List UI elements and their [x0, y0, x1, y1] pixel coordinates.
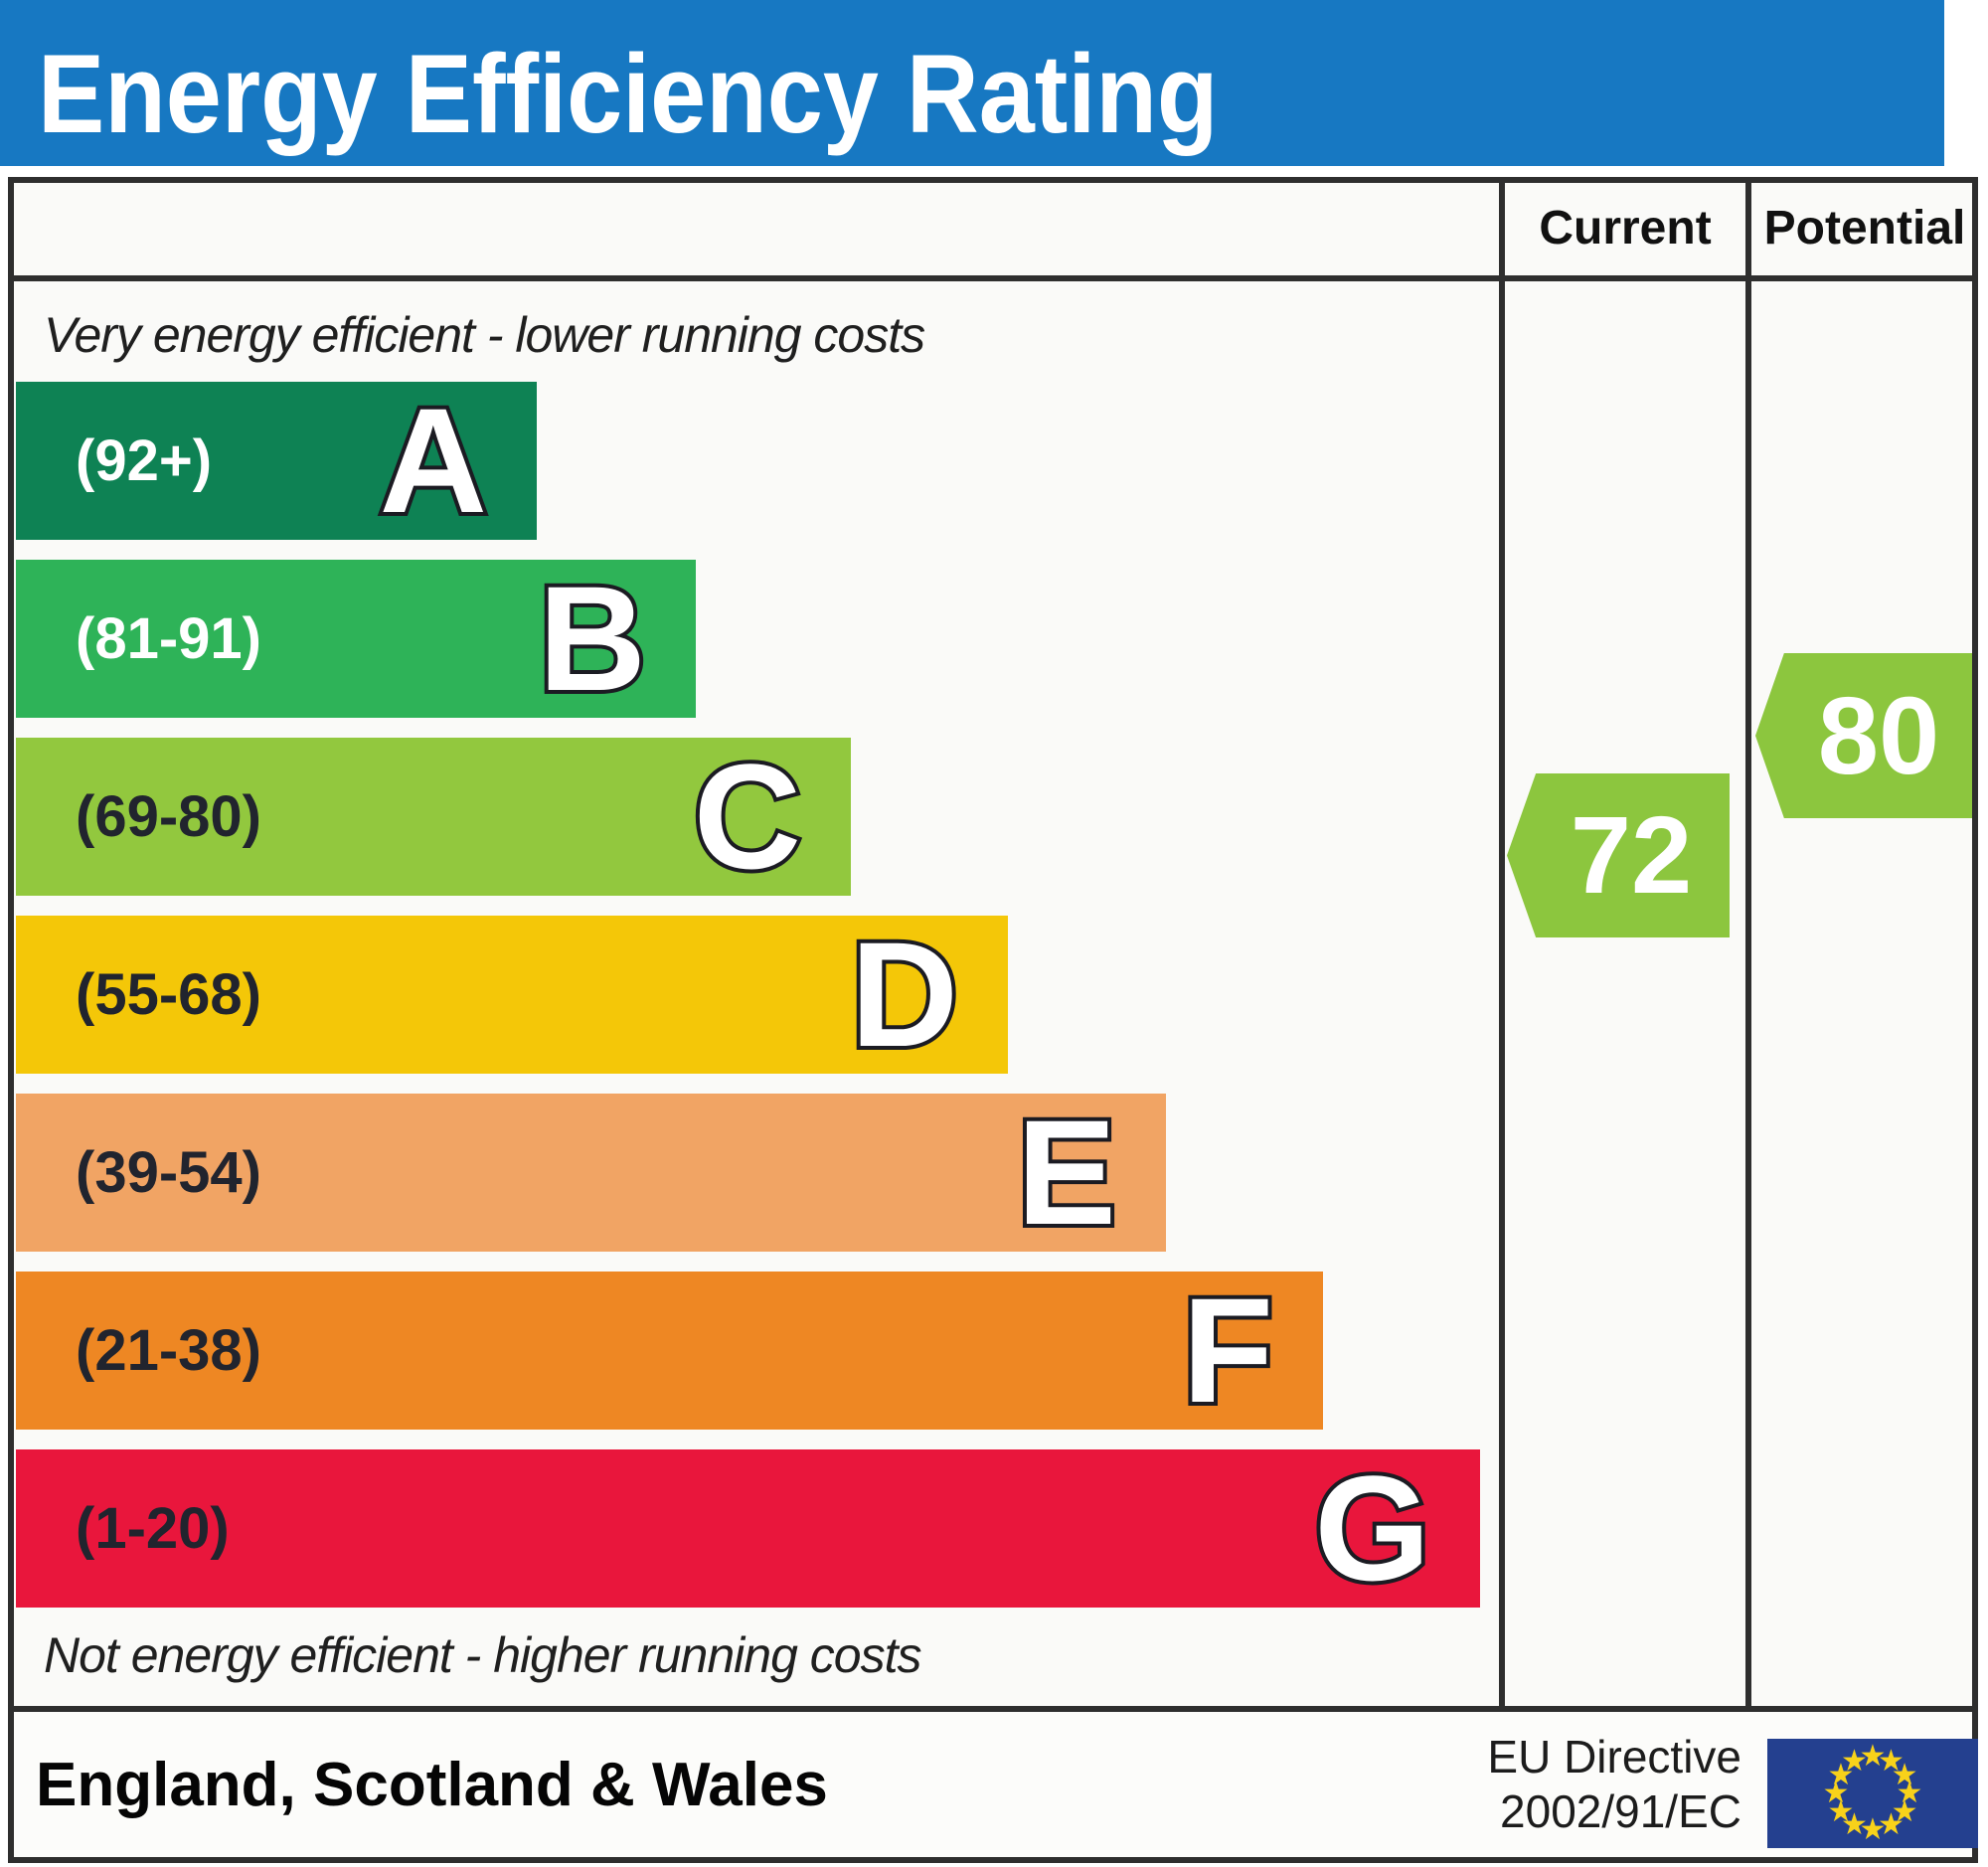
footer-background: [8, 1706, 1978, 1863]
band-range-label: (92+): [76, 428, 213, 493]
potential-column-divider: [1745, 177, 1751, 1712]
eu-star-icon: ★: [1891, 1758, 1918, 1791]
current-column-divider: [1499, 177, 1505, 1712]
band-range-label: (55-68): [76, 962, 261, 1027]
eu-star-icon: ★: [1841, 1744, 1868, 1778]
eu-star-icon: ★: [1859, 1740, 1887, 1773]
band-letter: G: [1310, 1441, 1434, 1615]
band-A: (92+) A: [16, 373, 537, 548]
page-title: Energy Efficiency Rating: [38, 32, 1219, 156]
eu-star-icon: ★: [1859, 1813, 1887, 1846]
region-label: England, Scotland & Wales: [36, 1750, 828, 1819]
band-letter: B: [535, 551, 650, 726]
band-G: (1-20) G: [16, 1441, 1480, 1615]
eu-star-icon: ★: [1822, 1777, 1850, 1809]
band-D: (55-68) D: [16, 907, 1008, 1082]
band-range-label: (69-80): [76, 784, 261, 849]
band-range-label: (21-38): [76, 1318, 261, 1383]
eu-directive-line1: EU Directive: [1487, 1731, 1741, 1782]
potential-rating-value: 80: [1817, 674, 1940, 797]
band-letter: D: [847, 907, 962, 1082]
band-letter: F: [1178, 1263, 1277, 1438]
band-letter: E: [1013, 1085, 1120, 1260]
band-B: (81-91) B: [16, 551, 696, 726]
eu-flag-icon: ★ ★ ★ ★ ★ ★ ★ ★ ★ ★ ★ ★: [1767, 1739, 1978, 1848]
band-range-label: (1-20): [76, 1496, 230, 1561]
eu-star-icon: ★: [1841, 1808, 1868, 1842]
eu-star-icon: ★: [1827, 1794, 1855, 1828]
eu-directive-label: EU Directive 2002/91/EC: [1392, 1730, 1741, 1839]
band-E: (39-54) E: [16, 1085, 1166, 1260]
eu-star-icon: ★: [1891, 1794, 1918, 1828]
band-letter: A: [376, 373, 491, 548]
eu-star-icon: ★: [1878, 1744, 1905, 1778]
current-column-header: Current: [1539, 202, 1712, 255]
potential-column-header: Potential: [1763, 202, 1966, 255]
eu-directive-line2: 2002/91/EC: [1500, 1785, 1741, 1837]
band-range-label: (81-91): [76, 606, 261, 671]
band-C: (69-80) C: [16, 729, 851, 904]
band-range-label: (39-54): [76, 1140, 261, 1205]
title-bar: Energy Efficiency Rating: [0, 0, 1944, 166]
band-F: (21-38) F: [16, 1263, 1323, 1438]
header-divider-line: [8, 275, 1978, 281]
current-rating-arrow: 72: [1507, 773, 1730, 937]
eu-star-icon: ★: [1878, 1808, 1905, 1842]
eu-star-icon: ★: [1896, 1777, 1923, 1809]
bottom-note: Not energy efficient - higher running co…: [44, 1627, 921, 1683]
top-note: Very energy efficient - lower running co…: [44, 307, 925, 363]
current-rating-value: 72: [1570, 794, 1693, 917]
potential-rating-arrow: 80: [1755, 653, 1976, 818]
band-letter: C: [690, 729, 805, 904]
eu-star-icon: ★: [1827, 1758, 1855, 1791]
